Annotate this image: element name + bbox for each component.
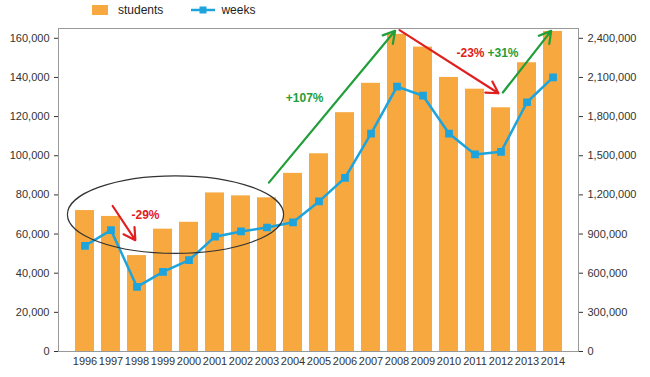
svg-text:2003: 2003 (255, 355, 279, 367)
svg-text:1996: 1996 (73, 355, 97, 367)
svg-text:-23%: -23% (457, 46, 485, 60)
svg-text:2,400,000: 2,400,000 (588, 32, 637, 44)
svg-text:2014: 2014 (541, 355, 565, 367)
svg-text:1,800,000: 1,800,000 (588, 110, 637, 122)
svg-text:2008: 2008 (385, 355, 409, 367)
svg-text:120,000: 120,000 (10, 110, 50, 122)
svg-text:60,000: 60,000 (16, 228, 50, 240)
svg-text:2013: 2013 (515, 355, 539, 367)
svg-text:80,000: 80,000 (16, 188, 50, 200)
svg-text:2004: 2004 (281, 355, 305, 367)
svg-text:+31%: +31% (487, 46, 518, 60)
svg-text:2000: 2000 (177, 355, 201, 367)
svg-text:0: 0 (43, 345, 49, 357)
svg-text:2,100,000: 2,100,000 (588, 71, 637, 83)
svg-text:2007: 2007 (359, 355, 383, 367)
svg-text:2011: 2011 (463, 355, 487, 367)
svg-text:2010: 2010 (437, 355, 461, 367)
svg-text:2005: 2005 (307, 355, 331, 367)
svg-text:2006: 2006 (333, 355, 357, 367)
svg-text:20,000: 20,000 (16, 306, 50, 318)
svg-text:160,000: 160,000 (10, 32, 50, 44)
svg-text:1,500,000: 1,500,000 (588, 149, 637, 161)
svg-text:1997: 1997 (99, 355, 123, 367)
svg-text:2002: 2002 (229, 355, 253, 367)
html-text:weeks: weeks (221, 3, 256, 17)
svg-text:1998: 1998 (125, 355, 149, 367)
svg-text:40,000: 40,000 (16, 267, 50, 279)
svg-text:+107%: +107% (286, 91, 324, 105)
svg-text:600,000: 600,000 (588, 267, 628, 279)
html-text:students: students (118, 3, 164, 17)
svg-text:2009: 2009 (411, 355, 435, 367)
svg-text:2001: 2001 (203, 355, 227, 367)
svg-text:300,000: 300,000 (588, 306, 628, 318)
svg-text:100,000: 100,000 (10, 149, 50, 161)
svg-text:2012: 2012 (489, 355, 513, 367)
svg-text:1999: 1999 (151, 355, 175, 367)
svg-text:1,200,000: 1,200,000 (588, 188, 637, 200)
svg-text:900,000: 900,000 (588, 228, 628, 240)
svg-text:140,000: 140,000 (10, 71, 50, 83)
svg-text:-29%: -29% (132, 208, 160, 222)
svg-text:0: 0 (588, 345, 594, 357)
